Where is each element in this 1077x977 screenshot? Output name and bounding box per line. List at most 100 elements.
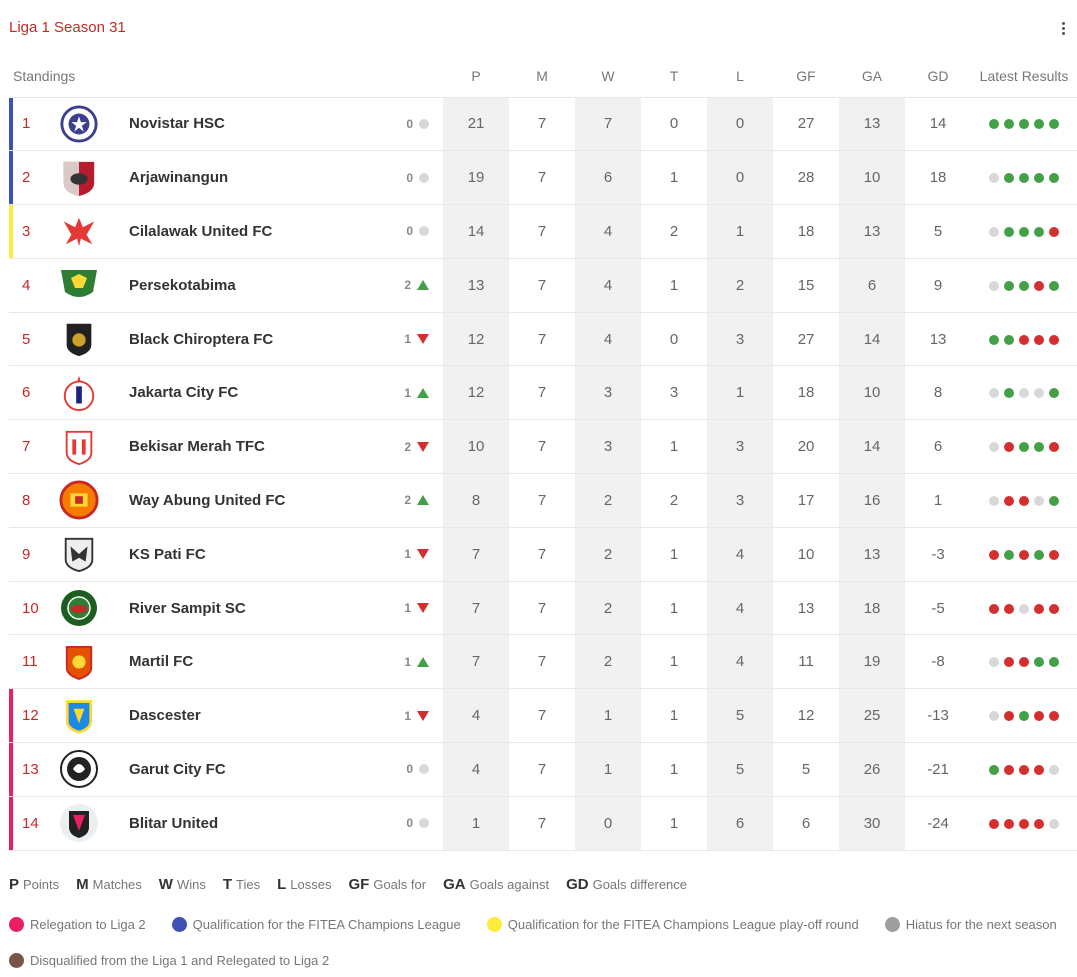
goals-against: 26 — [839, 742, 906, 797]
wins: 0 — [575, 796, 642, 851]
result-dot — [1004, 711, 1015, 722]
team-name[interactable]: Martil FC — [120, 634, 333, 690]
result-dot — [1034, 818, 1045, 829]
result-dot — [1034, 119, 1045, 130]
trend-up-icon — [417, 280, 430, 291]
trend-down-icon — [417, 710, 430, 721]
points: 19 — [443, 150, 510, 206]
team-name[interactable]: Dascester — [120, 688, 333, 744]
table-row[interactable]: 12 Dascester 1 4 7 1 1 5 12 25 -13 — [9, 688, 1077, 744]
standings-table: Standings P M W T L GF GA GD Latest Resu… — [9, 56, 1077, 851]
table-row[interactable]: 3 Cilalawak United FC 0 14 7 4 2 1 18 13… — [9, 204, 1077, 259]
abbreviation: M — [76, 876, 89, 893]
result-dot — [1034, 657, 1045, 668]
header: Liga 1 Season 31 — [0, 0, 1077, 56]
result-dot — [1034, 603, 1045, 614]
position-change: 0 — [406, 116, 414, 131]
abbreviation-item: T Ties — [223, 876, 260, 893]
zone-legend-item: Disqualified from the Liga 1 and Relegat… — [9, 950, 329, 970]
zone-legend-item: Relegation to Liga 2 — [9, 914, 146, 934]
position-change: 1 — [404, 708, 412, 723]
team-name[interactable]: River Sampit SC — [120, 581, 333, 636]
result-dot — [1034, 388, 1045, 399]
table-row[interactable]: 1 Novistar HSC 0 21 7 7 0 0 27 13 14 — [9, 97, 1077, 152]
result-dot — [1019, 549, 1030, 560]
goal-difference: -8 — [905, 634, 972, 690]
team-name[interactable]: Way Abung United FC — [120, 473, 333, 528]
team-name[interactable]: Garut City FC — [120, 742, 333, 797]
result-dot — [1034, 496, 1045, 506]
wins: 2 — [575, 473, 642, 528]
result-dot — [1034, 227, 1045, 238]
table-row[interactable]: 8 Way Abung United FC 2 8 7 2 2 3 17 16 … — [9, 473, 1077, 528]
team-name[interactable]: Jakarta City FC — [120, 365, 333, 421]
page-title: Liga 1 Season 31 — [9, 19, 126, 36]
ties: 0 — [641, 312, 708, 367]
zone-legend-item: Qualification for the FITEA Champions Le… — [486, 914, 859, 934]
team-name[interactable]: Blitar United — [120, 796, 333, 851]
losses: 2 — [707, 258, 774, 313]
team-name[interactable]: Black Chiroptera FC — [120, 312, 333, 367]
losses: 5 — [707, 742, 774, 797]
abbreviation: GA — [443, 876, 466, 893]
table-row[interactable]: 2 Arjawinangun 0 19 7 6 1 0 28 10 18 — [9, 150, 1077, 206]
ties: 2 — [641, 204, 708, 259]
more-vert-icon[interactable] — [1052, 18, 1074, 38]
team-name[interactable]: KS Pati FC — [120, 527, 333, 582]
martil-crest-icon — [59, 642, 99, 682]
points: 4 — [443, 742, 510, 797]
team-name[interactable]: Bekisar Merah TFC — [120, 419, 333, 475]
position-change: 2 — [404, 439, 412, 454]
result-dot — [989, 603, 1000, 614]
position-change: 1 — [404, 332, 412, 347]
result-dot — [1004, 173, 1015, 184]
table-row[interactable]: 4 Persekotabima 2 13 7 4 1 2 15 6 9 — [9, 258, 1077, 313]
ties: 1 — [641, 527, 708, 582]
trend-same-icon — [419, 118, 430, 129]
table-row[interactable]: 5 Black Chiroptera FC 1 12 7 4 0 3 27 14… — [9, 312, 1077, 367]
result-dot — [1034, 764, 1045, 775]
result-dot — [989, 818, 1000, 829]
team-name[interactable]: Persekotabima — [120, 258, 333, 313]
col-goals-against: GA — [839, 56, 906, 98]
table-row[interactable]: 6 Jakarta City FC 1 12 7 3 3 1 18 10 8 — [9, 365, 1077, 421]
col-wins: W — [575, 56, 642, 98]
jakarta-city-crest-icon — [59, 373, 99, 413]
points: 12 — [443, 312, 510, 367]
latest-results — [971, 97, 1077, 152]
table-row[interactable]: 10 River Sampit SC 1 7 7 2 1 4 13 18 -5 — [9, 581, 1077, 636]
table-row[interactable]: 14 Blitar United 0 1 7 0 1 6 6 30 -24 — [9, 796, 1077, 851]
latest-results — [971, 258, 1077, 313]
result-dot — [1034, 442, 1045, 453]
wins: 4 — [575, 312, 642, 367]
goal-difference: 1 — [905, 473, 972, 528]
losses: 4 — [707, 634, 774, 690]
matches: 7 — [509, 581, 576, 636]
result-dot — [1049, 818, 1060, 829]
goals-for: 27 — [773, 312, 840, 367]
team-name[interactable]: Novistar HSC — [120, 97, 333, 152]
ties: 3 — [641, 365, 708, 421]
table-row[interactable]: 13 Garut City FC 0 4 7 1 1 5 5 26 -21 — [9, 742, 1077, 797]
result-dot — [989, 334, 1000, 345]
points: 1 — [443, 796, 510, 851]
matches: 7 — [509, 204, 576, 259]
trend-same-icon — [419, 764, 430, 775]
result-dot — [1019, 227, 1030, 238]
latest-results — [971, 581, 1077, 636]
goal-difference: 8 — [905, 365, 972, 421]
rank: 13 — [9, 742, 56, 797]
result-dot — [1019, 818, 1030, 829]
team-name[interactable]: Cilalawak United FC — [120, 204, 333, 259]
latest-results — [971, 312, 1077, 367]
table-row[interactable]: 11 Martil FC 1 7 7 2 1 4 11 19 -8 — [9, 634, 1077, 690]
matches: 7 — [509, 312, 576, 367]
col-matches: M — [509, 56, 576, 98]
team-name[interactable]: Arjawinangun — [120, 150, 333, 206]
points: 7 — [443, 581, 510, 636]
table-row[interactable]: 9 KS Pati FC 1 7 7 2 1 4 10 13 -3 — [9, 527, 1077, 582]
goal-difference: 6 — [905, 419, 972, 475]
result-dot — [1019, 119, 1030, 130]
matches: 7 — [509, 473, 576, 528]
table-row[interactable]: 7 Bekisar Merah TFC 2 10 7 3 1 3 20 14 6 — [9, 419, 1077, 475]
